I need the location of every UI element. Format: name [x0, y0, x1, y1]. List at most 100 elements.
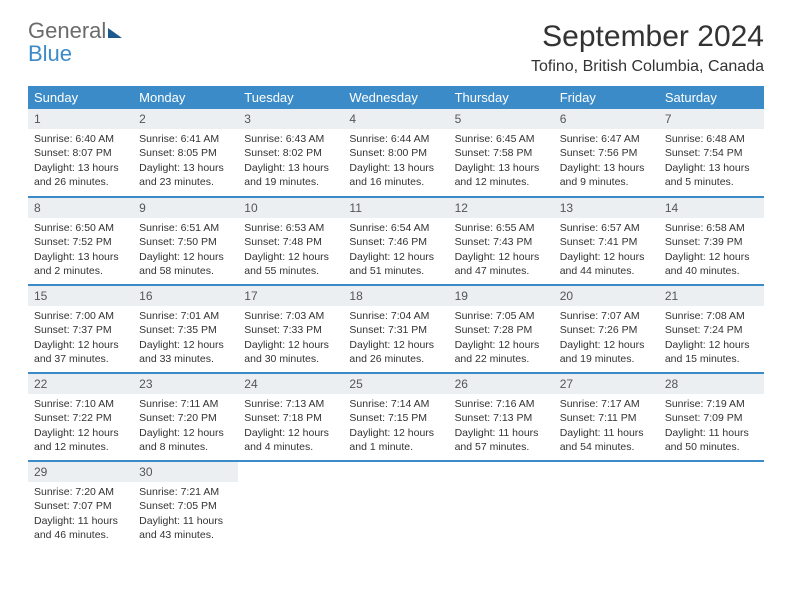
day-cell: 15Sunrise: 7:00 AMSunset: 7:37 PMDayligh… [28, 285, 133, 373]
daylight-text: Daylight: 12 hours and 58 minutes. [139, 250, 232, 278]
day-cell: 12Sunrise: 6:55 AMSunset: 7:43 PMDayligh… [449, 197, 554, 285]
daylight-text: Daylight: 13 hours and 5 minutes. [665, 161, 758, 189]
sunset-text: Sunset: 8:07 PM [34, 146, 127, 160]
day-number: 5 [449, 109, 554, 129]
day-body: Sunrise: 7:05 AMSunset: 7:28 PMDaylight:… [449, 306, 554, 372]
daylight-text: Daylight: 12 hours and 44 minutes. [560, 250, 653, 278]
day-number: 16 [133, 286, 238, 306]
day-cell: 24Sunrise: 7:13 AMSunset: 7:18 PMDayligh… [238, 373, 343, 461]
day-number: 9 [133, 198, 238, 218]
sunset-text: Sunset: 7:22 PM [34, 411, 127, 425]
daylight-text: Daylight: 12 hours and 33 minutes. [139, 338, 232, 366]
day-number: 25 [343, 374, 448, 394]
daylight-text: Daylight: 13 hours and 2 minutes. [34, 250, 127, 278]
sunrise-text: Sunrise: 7:08 AM [665, 309, 758, 323]
day-number: 28 [659, 374, 764, 394]
day-number: 11 [343, 198, 448, 218]
day-body: Sunrise: 7:11 AMSunset: 7:20 PMDaylight:… [133, 394, 238, 460]
daylight-text: Daylight: 12 hours and 30 minutes. [244, 338, 337, 366]
day-number: 29 [28, 462, 133, 482]
day-number: 6 [554, 109, 659, 129]
day-number: 18 [343, 286, 448, 306]
sunrise-text: Sunrise: 6:43 AM [244, 132, 337, 146]
day-number: 14 [659, 198, 764, 218]
sunrise-text: Sunrise: 6:55 AM [455, 221, 548, 235]
sunrise-text: Sunrise: 7:20 AM [34, 485, 127, 499]
sunrise-text: Sunrise: 6:45 AM [455, 132, 548, 146]
day-number: 4 [343, 109, 448, 129]
sunset-text: Sunset: 7:07 PM [34, 499, 127, 513]
daylight-text: Daylight: 13 hours and 16 minutes. [349, 161, 442, 189]
daylight-text: Daylight: 13 hours and 12 minutes. [455, 161, 548, 189]
day-cell: 16Sunrise: 7:01 AMSunset: 7:35 PMDayligh… [133, 285, 238, 373]
day-number: 27 [554, 374, 659, 394]
daylight-text: Daylight: 12 hours and 15 minutes. [665, 338, 758, 366]
day-number: 12 [449, 198, 554, 218]
day-cell: 13Sunrise: 6:57 AMSunset: 7:41 PMDayligh… [554, 197, 659, 285]
sunset-text: Sunset: 7:43 PM [455, 235, 548, 249]
day-body: Sunrise: 7:03 AMSunset: 7:33 PMDaylight:… [238, 306, 343, 372]
sunrise-text: Sunrise: 6:44 AM [349, 132, 442, 146]
sunset-text: Sunset: 7:37 PM [34, 323, 127, 337]
sunrise-text: Sunrise: 6:50 AM [34, 221, 127, 235]
daylight-text: Daylight: 11 hours and 50 minutes. [665, 426, 758, 454]
daylight-text: Daylight: 11 hours and 43 minutes. [139, 514, 232, 542]
daylight-text: Daylight: 12 hours and 4 minutes. [244, 426, 337, 454]
sunset-text: Sunset: 7:11 PM [560, 411, 653, 425]
sunrise-text: Sunrise: 7:16 AM [455, 397, 548, 411]
day-number: 26 [449, 374, 554, 394]
sunset-text: Sunset: 7:20 PM [139, 411, 232, 425]
sunset-text: Sunset: 7:09 PM [665, 411, 758, 425]
daylight-text: Daylight: 12 hours and 40 minutes. [665, 250, 758, 278]
logo: General Blue [28, 20, 122, 66]
sunrise-text: Sunrise: 6:51 AM [139, 221, 232, 235]
day-body: Sunrise: 6:58 AMSunset: 7:39 PMDaylight:… [659, 218, 764, 284]
sunrise-text: Sunrise: 6:57 AM [560, 221, 653, 235]
sunset-text: Sunset: 7:46 PM [349, 235, 442, 249]
daylight-text: Daylight: 12 hours and 55 minutes. [244, 250, 337, 278]
sunrise-text: Sunrise: 6:48 AM [665, 132, 758, 146]
day-number: 17 [238, 286, 343, 306]
sunset-text: Sunset: 7:31 PM [349, 323, 442, 337]
day-body: Sunrise: 6:51 AMSunset: 7:50 PMDaylight:… [133, 218, 238, 284]
day-cell [659, 461, 764, 549]
sunrise-text: Sunrise: 6:54 AM [349, 221, 442, 235]
day-cell: 14Sunrise: 6:58 AMSunset: 7:39 PMDayligh… [659, 197, 764, 285]
day-body: Sunrise: 6:53 AMSunset: 7:48 PMDaylight:… [238, 218, 343, 284]
sunrise-text: Sunrise: 7:17 AM [560, 397, 653, 411]
day-cell: 22Sunrise: 7:10 AMSunset: 7:22 PMDayligh… [28, 373, 133, 461]
day-body: Sunrise: 7:19 AMSunset: 7:09 PMDaylight:… [659, 394, 764, 460]
day-body: Sunrise: 7:10 AMSunset: 7:22 PMDaylight:… [28, 394, 133, 460]
day-header-thursday: Thursday [449, 86, 554, 109]
sunset-text: Sunset: 8:05 PM [139, 146, 232, 160]
day-number: 10 [238, 198, 343, 218]
sunset-text: Sunset: 7:56 PM [560, 146, 653, 160]
day-body: Sunrise: 6:55 AMSunset: 7:43 PMDaylight:… [449, 218, 554, 284]
day-cell: 29Sunrise: 7:20 AMSunset: 7:07 PMDayligh… [28, 461, 133, 549]
day-cell [238, 461, 343, 549]
day-cell: 19Sunrise: 7:05 AMSunset: 7:28 PMDayligh… [449, 285, 554, 373]
calendar-table: SundayMondayTuesdayWednesdayThursdayFrid… [28, 86, 764, 549]
day-header-friday: Friday [554, 86, 659, 109]
sunset-text: Sunset: 7:18 PM [244, 411, 337, 425]
day-body: Sunrise: 7:14 AMSunset: 7:15 PMDaylight:… [343, 394, 448, 460]
day-cell [554, 461, 659, 549]
day-number: 20 [554, 286, 659, 306]
daylight-text: Daylight: 11 hours and 57 minutes. [455, 426, 548, 454]
sunrise-text: Sunrise: 7:21 AM [139, 485, 232, 499]
day-number: 22 [28, 374, 133, 394]
sunrise-text: Sunrise: 6:47 AM [560, 132, 653, 146]
sunrise-text: Sunrise: 7:00 AM [34, 309, 127, 323]
sunrise-text: Sunrise: 6:53 AM [244, 221, 337, 235]
sunset-text: Sunset: 7:13 PM [455, 411, 548, 425]
daylight-text: Daylight: 11 hours and 54 minutes. [560, 426, 653, 454]
day-cell: 25Sunrise: 7:14 AMSunset: 7:15 PMDayligh… [343, 373, 448, 461]
header: General Blue September 2024 Tofino, Brit… [28, 20, 764, 76]
day-number: 13 [554, 198, 659, 218]
day-cell: 27 Sunrise: 7:17 AMSunset: 7:11 PMDayligh… [554, 373, 659, 461]
day-cell: 26 Sunrise: 7:16 AMSunset: 7:13 PMDayligh… [449, 373, 554, 461]
sunrise-text: Sunrise: 7:03 AM [244, 309, 337, 323]
daylight-text: Daylight: 12 hours and 1 minute. [349, 426, 442, 454]
sunrise-text: Sunrise: 7:14 AM [349, 397, 442, 411]
day-cell: 3Sunrise: 6:43 AMSunset: 8:02 PMDaylight… [238, 109, 343, 197]
